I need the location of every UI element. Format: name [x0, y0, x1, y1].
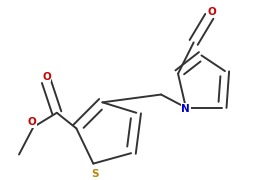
Text: N: N — [181, 104, 190, 114]
Text: S: S — [92, 169, 99, 179]
Text: O: O — [28, 117, 36, 127]
Text: O: O — [42, 72, 51, 82]
Text: O: O — [207, 7, 216, 17]
